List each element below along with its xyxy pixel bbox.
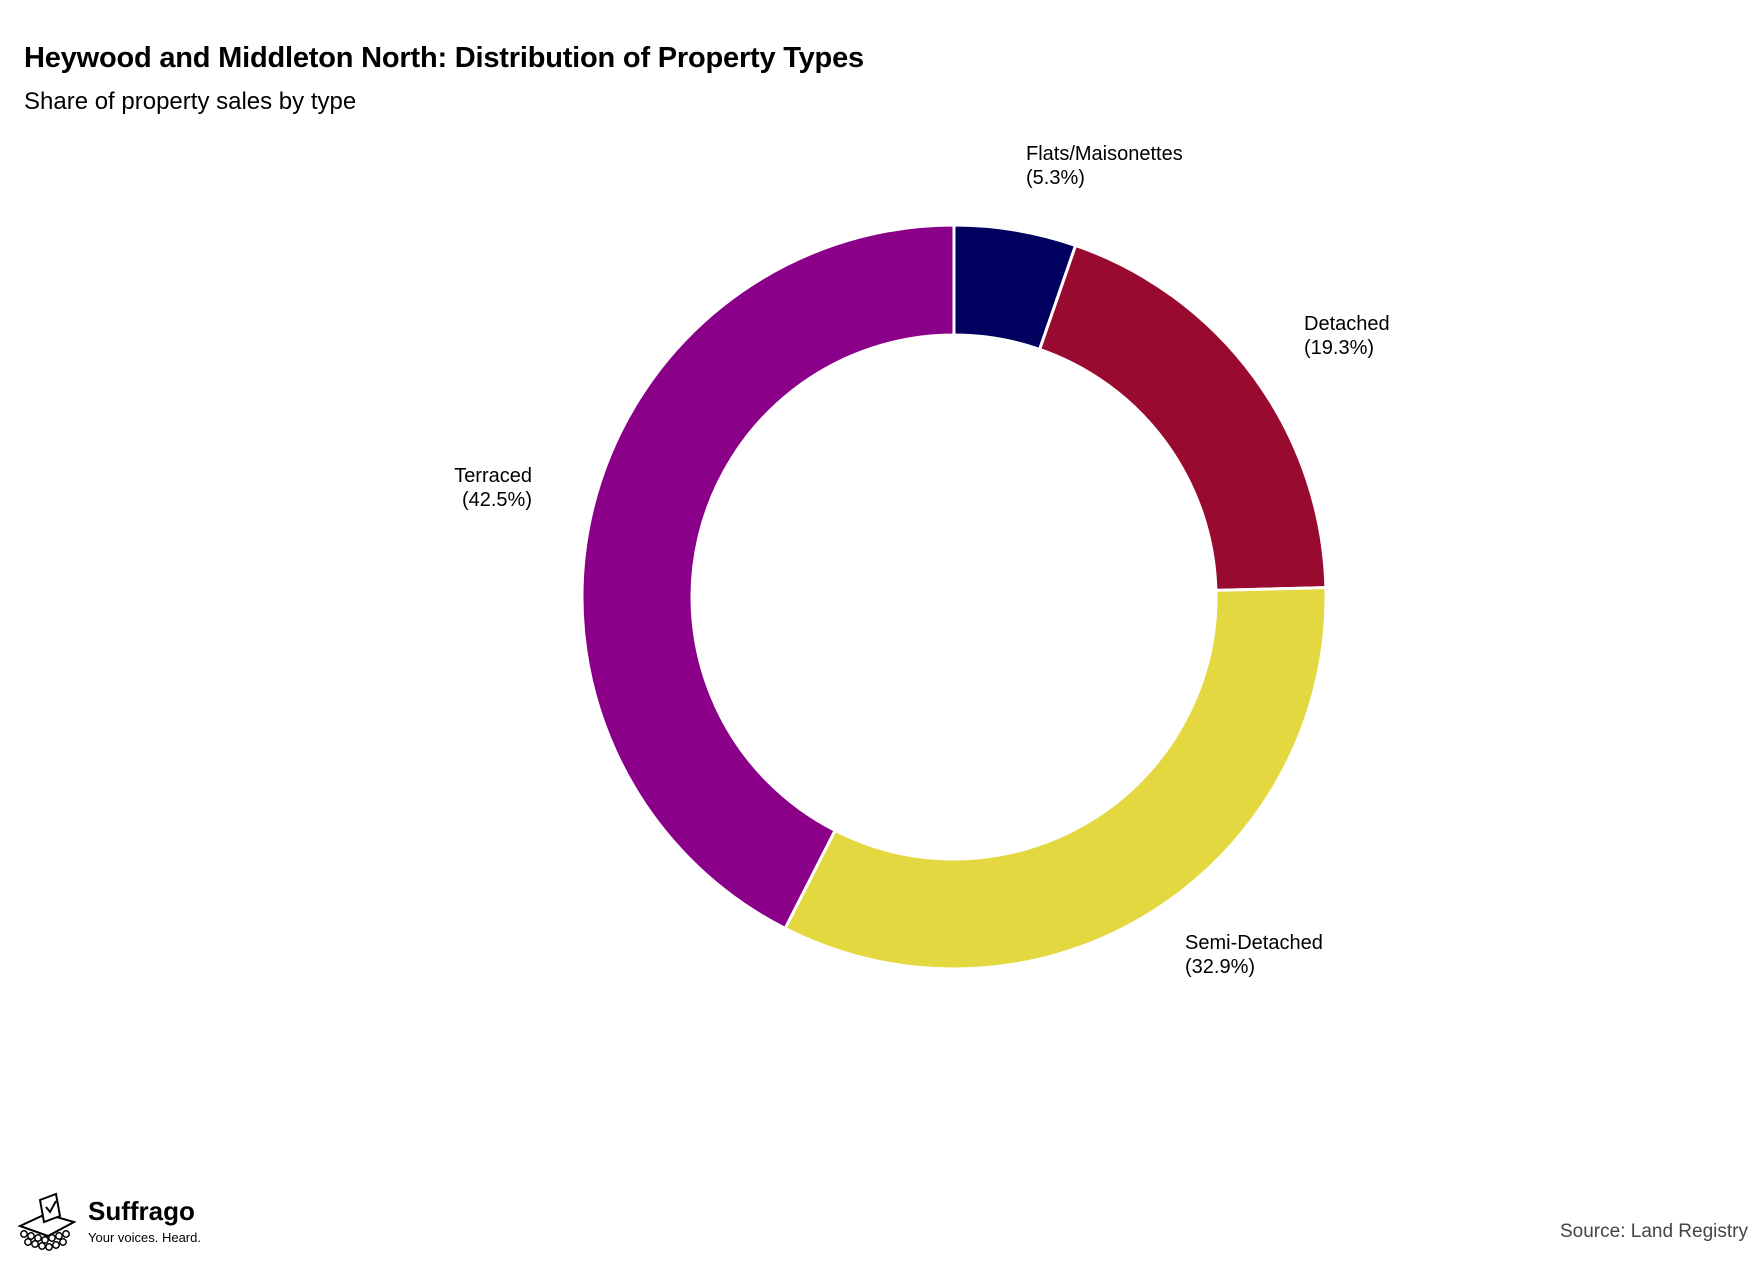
slice-label: Flats/Maisonettes <box>1026 143 1183 165</box>
chart-title: Heywood and Middleton North: Distributio… <box>24 42 864 74</box>
brand-name: Suffrago <box>88 1196 195 1226</box>
slice-semi-detached <box>783 586 1328 971</box>
donut-labels: Flats/Maisonettes(5.3%) Detached(19.3%) Se… <box>454 143 1389 978</box>
donut-slices <box>580 223 1328 971</box>
slice-label: Semi-Detached <box>1185 932 1323 954</box>
slice-label: Terraced <box>454 465 532 487</box>
slice-label: Detached <box>1304 313 1390 335</box>
slice-terraced <box>580 223 956 931</box>
ballot-box-icon <box>17 1192 77 1251</box>
slice-value-label: (32.9%) <box>1185 956 1255 978</box>
slice-value-label: (19.3%) <box>1304 337 1374 359</box>
slice-value-label: (42.5%) <box>462 489 532 511</box>
brand-tagline: Your voices. Heard. <box>88 1230 201 1245</box>
slice-detached <box>1037 243 1328 592</box>
brand-logo: Suffrago Your voices. Heard. <box>16 1192 216 1252</box>
chart-subtitle: Share of property sales by type <box>24 88 357 115</box>
slice-value-label: (5.3%) <box>1026 167 1085 189</box>
source-note: Source: Land Registry <box>1560 1221 1748 1242</box>
